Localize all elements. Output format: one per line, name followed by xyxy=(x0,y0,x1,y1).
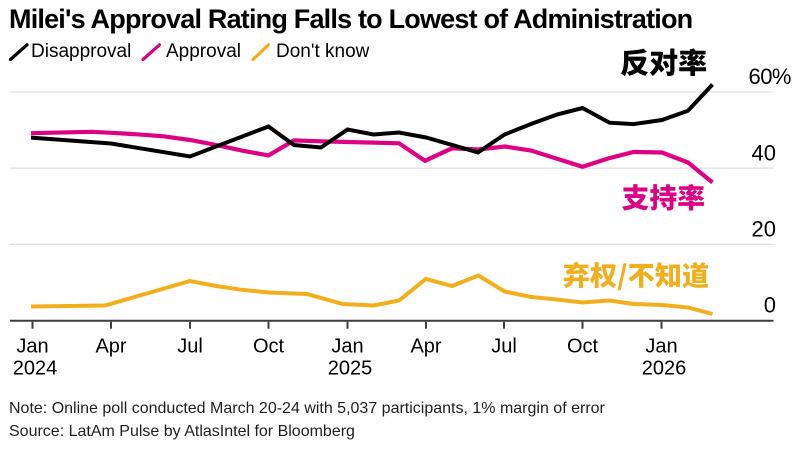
svg-text:40: 40 xyxy=(752,140,776,165)
svg-text:60%: 60% xyxy=(748,64,791,89)
svg-text:20: 20 xyxy=(752,217,776,242)
svg-text:2026: 2026 xyxy=(642,358,687,380)
svg-text:Oct: Oct xyxy=(567,336,599,358)
svg-text:Jan: Jan xyxy=(16,336,48,358)
svg-text:Apr: Apr xyxy=(95,336,126,358)
svg-text:2024: 2024 xyxy=(13,358,58,380)
svg-text:2025: 2025 xyxy=(328,358,373,380)
svg-text:Oct: Oct xyxy=(253,336,285,358)
svg-text:0: 0 xyxy=(764,293,776,318)
svg-text:Jul: Jul xyxy=(491,336,517,358)
svg-text:Apr: Apr xyxy=(410,336,441,358)
svg-text:Jan: Jan xyxy=(331,336,363,358)
svg-text:Jul: Jul xyxy=(177,336,203,358)
svg-text:Jan: Jan xyxy=(645,336,677,358)
